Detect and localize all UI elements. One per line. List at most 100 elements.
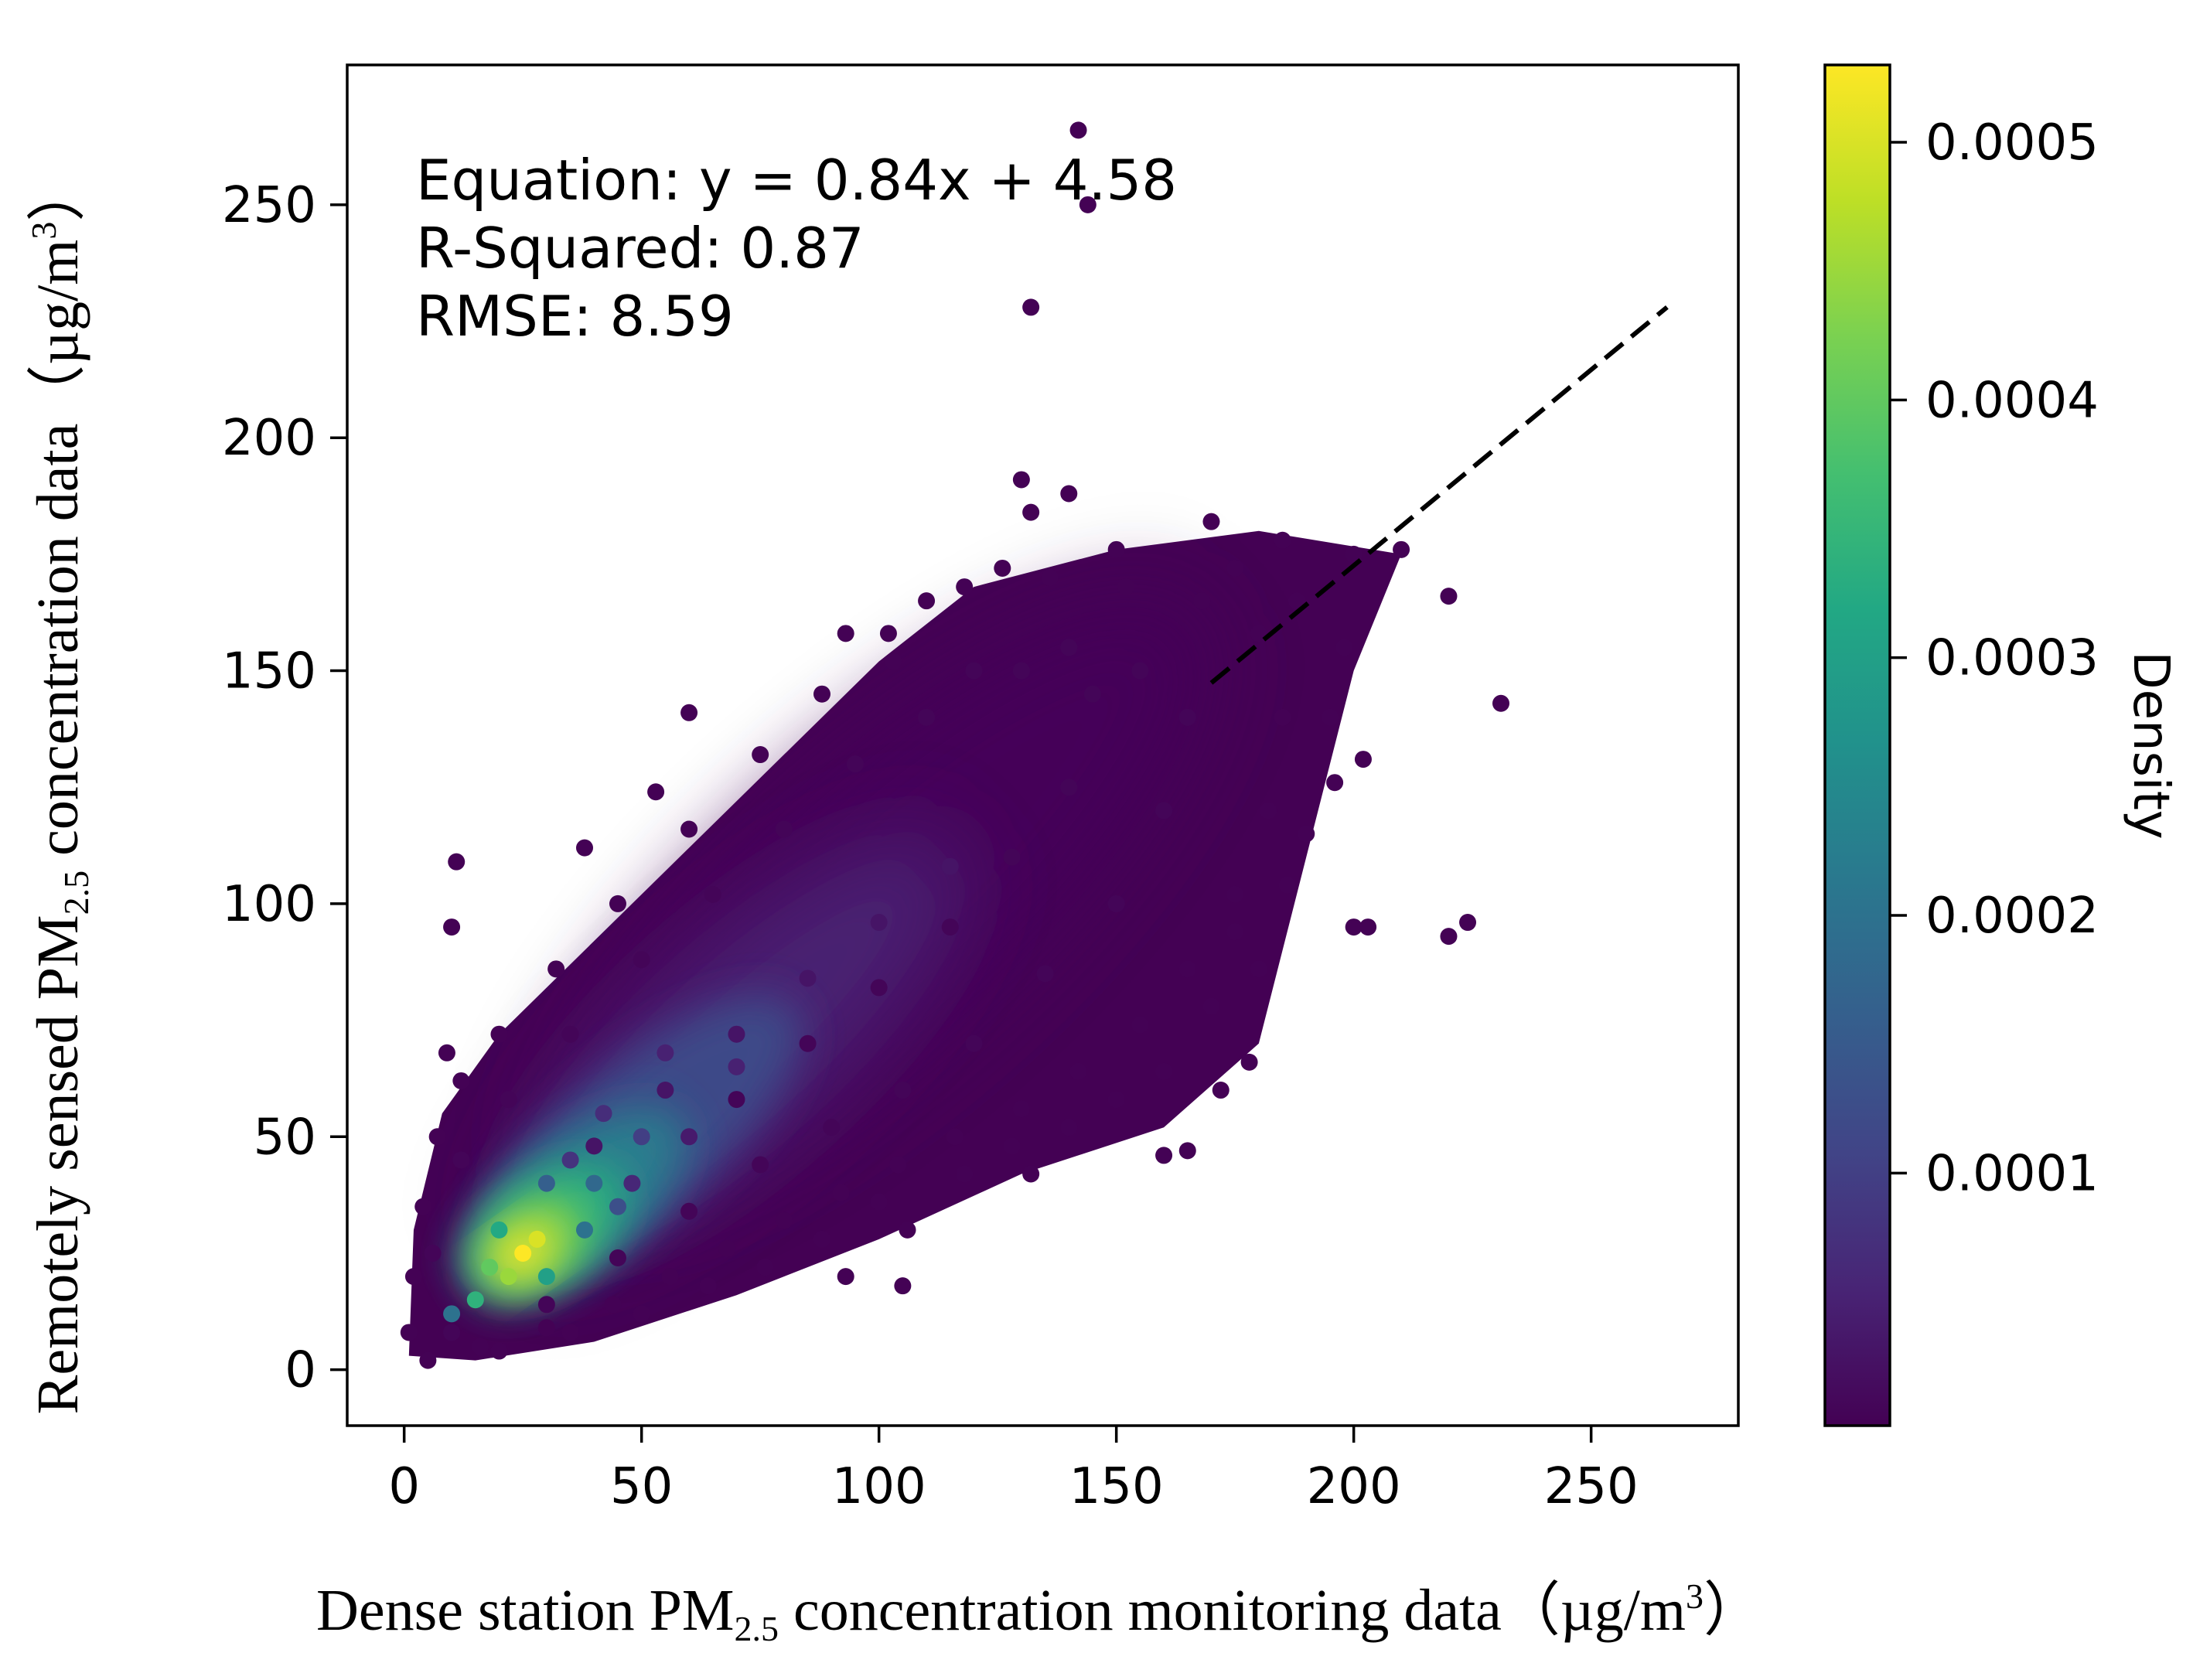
scatter-point — [490, 1025, 508, 1043]
y-tick-label: 50 — [254, 1109, 316, 1166]
scatter-point — [894, 1277, 912, 1295]
scatter-point — [1178, 1142, 1196, 1160]
x-axis: 0 50 100 150 200 250 — [388, 1426, 1639, 1515]
scatter-point — [428, 1128, 446, 1146]
scatter-point — [419, 1351, 437, 1369]
scatter-point — [595, 1105, 612, 1123]
scatter-point — [547, 960, 565, 978]
y-tick-label: 0 — [285, 1342, 316, 1399]
scatter-point — [561, 1025, 579, 1043]
scatter-point — [1083, 685, 1101, 703]
scatter-point — [514, 1244, 532, 1262]
scatter-point — [500, 1091, 517, 1109]
scatter-point — [1226, 923, 1244, 941]
colorbar-tick-label: 0.0005 — [1925, 114, 2099, 172]
y-tick-label: 150 — [222, 643, 316, 700]
scatter-point — [823, 1119, 841, 1136]
scatter-point — [609, 895, 626, 912]
scatter-point — [1155, 1147, 1173, 1164]
scatter-point — [775, 820, 793, 838]
scatter-point — [575, 1221, 593, 1239]
scatter-point — [1012, 1100, 1030, 1118]
scatter-point — [846, 755, 864, 773]
scatter-point — [1022, 503, 1040, 521]
scatter-point — [448, 853, 466, 871]
scatter-point — [1060, 485, 1078, 503]
scatter-point — [941, 857, 959, 875]
scatter-point — [585, 1174, 603, 1192]
scatter-point — [837, 625, 854, 642]
scatter-point — [1079, 196, 1096, 213]
annotation-equation: Equation: y = 0.84x + 4.58 — [416, 148, 1177, 213]
y-tick-label: 250 — [222, 177, 316, 234]
scatter-point — [680, 1128, 698, 1146]
scatter-point — [647, 783, 665, 801]
scatter-point — [424, 1244, 442, 1262]
scatter-point — [1041, 569, 1059, 587]
scatter-point — [537, 1319, 555, 1337]
scatter-point — [633, 951, 650, 969]
scatter-point — [575, 839, 593, 857]
scatter-point — [799, 1034, 817, 1052]
scatter-point — [941, 918, 959, 936]
scatter-point — [623, 1174, 641, 1192]
scatter-point — [604, 1296, 622, 1314]
scatter-point — [1178, 960, 1196, 978]
colorbar-tick-label: 0.0004 — [1925, 372, 2099, 429]
scatter-point — [832, 1184, 850, 1201]
scatter-point — [561, 1324, 579, 1341]
scatter-point — [438, 1044, 455, 1062]
scatter-point — [965, 662, 983, 680]
scatter-point — [466, 1291, 484, 1309]
scatter-point — [414, 1198, 432, 1215]
scatter-point — [609, 1249, 626, 1267]
scatter-point — [490, 1342, 508, 1360]
scatter-point — [918, 708, 936, 726]
scatter-point — [1359, 918, 1377, 936]
scatter-point — [837, 1268, 854, 1286]
y-tick-label: 200 — [222, 410, 316, 467]
scatter-point — [813, 1230, 830, 1248]
x-tick-label: 100 — [832, 1458, 926, 1515]
scatter-point — [775, 1211, 793, 1229]
scatter-point — [537, 1296, 555, 1314]
scatter-point — [1260, 802, 1277, 820]
colorbar-tick-label: 0.0001 — [1925, 1145, 2099, 1202]
scatter-point — [1069, 121, 1087, 139]
scatter-point — [1060, 1119, 1078, 1136]
scatter-point — [1155, 802, 1173, 820]
scatter-point — [1202, 513, 1220, 530]
scatter-point — [633, 1128, 650, 1146]
scatter-point — [728, 1058, 745, 1075]
colorbar-label: Density — [2122, 651, 2179, 839]
x-tick-label: 50 — [610, 1458, 673, 1515]
scatter-point — [1022, 298, 1040, 316]
y-axis-label: Remotely sensed PM2.5 concentration data… — [24, 163, 96, 1415]
scatter-point — [813, 685, 830, 703]
scatter-point — [443, 1324, 461, 1341]
scatter-point — [633, 1305, 650, 1323]
scatter-point — [657, 1044, 674, 1062]
scatter-point — [1107, 540, 1125, 558]
scatter-point — [1274, 531, 1291, 549]
scatter-point — [756, 1259, 774, 1276]
scatter-point — [870, 979, 888, 997]
scatter-point — [680, 1202, 698, 1220]
scatter-point — [1345, 918, 1363, 936]
scatter-point — [699, 1277, 717, 1295]
plot-frame — [346, 63, 1740, 1427]
scatter-point — [1321, 708, 1339, 726]
scatter-point — [657, 1082, 674, 1099]
scatter-point — [528, 1230, 546, 1248]
scatter-point — [1107, 1091, 1125, 1109]
scatter-point — [1345, 545, 1363, 563]
scatter-point — [1036, 965, 1054, 983]
scatter-point — [500, 1268, 517, 1286]
scatter-point — [1131, 1016, 1149, 1034]
scatter-point — [680, 704, 698, 721]
scatter-point — [1060, 779, 1078, 796]
scatter-point — [1226, 885, 1244, 903]
scatter-point — [1287, 592, 1305, 610]
scatter-point — [1107, 895, 1125, 912]
